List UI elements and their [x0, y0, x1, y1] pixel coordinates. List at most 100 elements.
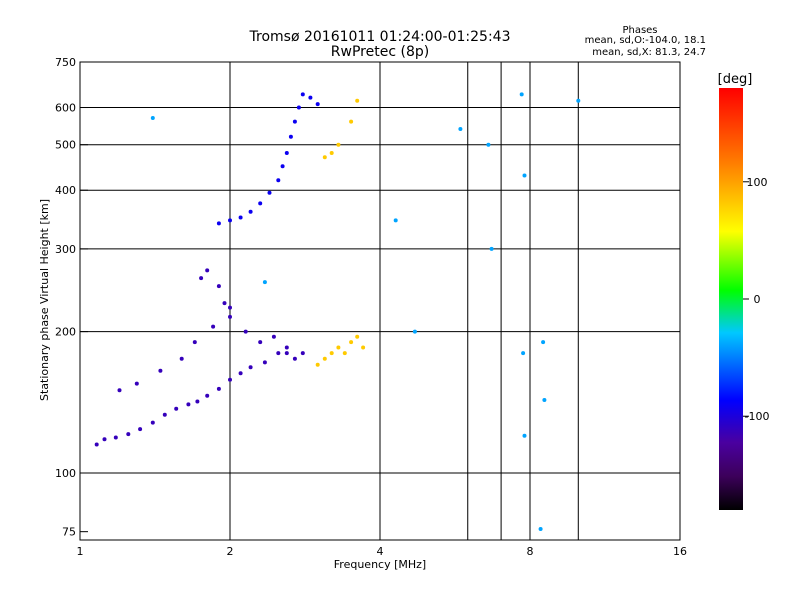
data-point [258, 201, 263, 206]
data-point [292, 119, 297, 124]
data-point [228, 305, 232, 310]
data-point [329, 151, 334, 155]
axis-ticks: 1 2 4 8 16 75 100 200 300 400 500 600 750 [55, 56, 687, 558]
data-point [284, 351, 289, 356]
data-point [361, 345, 366, 350]
series [315, 98, 366, 367]
data-point [300, 351, 305, 356]
data-point [300, 92, 305, 97]
data-point [138, 427, 143, 432]
data-point [393, 218, 398, 223]
data-point [248, 365, 253, 370]
data-point [521, 351, 526, 356]
y-tick-label: 100 [55, 467, 76, 480]
data-point [329, 351, 334, 356]
data-point [113, 435, 118, 440]
data-point [458, 127, 463, 131]
x-tick-label: 1 [77, 545, 84, 558]
data-point [195, 399, 200, 404]
data-point [102, 437, 107, 442]
series [150, 92, 581, 531]
x-tick-label: 4 [377, 545, 384, 558]
data-point [216, 284, 221, 289]
x-tick-label: 16 [673, 545, 687, 558]
data-point [228, 314, 232, 319]
data-point [205, 268, 210, 273]
data-point [322, 155, 327, 160]
data-point [162, 412, 167, 417]
data-point [276, 178, 281, 183]
data-point [336, 345, 341, 350]
data-point [284, 345, 289, 350]
colorbar-ticks: 100 0 -100 [743, 176, 769, 423]
data-point [412, 329, 417, 334]
data-point [222, 301, 227, 306]
data-point [284, 151, 289, 155]
data-point [248, 209, 253, 214]
data-point [489, 246, 494, 251]
colorbar-tick-label: 0 [754, 293, 761, 306]
legend-line-o: mean, sd,O:-104.0, 18.1 [585, 35, 706, 46]
data-points [94, 92, 581, 531]
y-tick-label: 300 [55, 243, 76, 256]
series [94, 268, 305, 447]
x-axis-label: Frequency [MHz] [334, 558, 426, 571]
data-point [216, 221, 221, 226]
data-point [126, 432, 131, 437]
data-point [336, 142, 341, 147]
data-point [117, 388, 122, 393]
data-point [271, 334, 276, 339]
y-tick-label: 750 [55, 56, 76, 69]
data-point [355, 334, 360, 339]
data-point [228, 218, 232, 223]
data-point [186, 402, 191, 407]
data-point [262, 360, 267, 365]
data-point [238, 215, 243, 220]
x-tick-label: 2 [227, 545, 234, 558]
chart-subtitle: RwPretec (8p) [331, 44, 429, 60]
data-point [542, 398, 547, 402]
data-point [296, 105, 301, 110]
data-point [150, 116, 155, 120]
grid [80, 62, 680, 540]
data-point [238, 371, 243, 376]
data-point [342, 351, 347, 356]
legend-title: Phases [622, 25, 657, 36]
data-point [355, 98, 360, 103]
data-point [541, 340, 546, 345]
data-point [522, 173, 527, 178]
data-point [228, 377, 232, 382]
data-point [258, 340, 263, 345]
y-tick-label: 200 [55, 326, 76, 339]
colorbar-tick-label: -100 [745, 410, 770, 423]
data-point [134, 381, 139, 386]
data-point [174, 406, 179, 411]
data-point [205, 393, 210, 398]
data-point [150, 420, 155, 425]
data-point [486, 142, 491, 147]
data-point [349, 119, 354, 124]
y-tick-label: 75 [62, 526, 76, 539]
data-point [315, 102, 320, 107]
data-point [315, 362, 320, 367]
data-point [216, 386, 221, 391]
legend-line-x: mean, sd,X: 81.3, 24.7 [592, 47, 706, 58]
data-point [276, 351, 281, 356]
data-point [308, 95, 313, 100]
data-point [179, 356, 184, 361]
data-point [94, 442, 99, 447]
data-point [292, 356, 297, 361]
data-point [267, 190, 272, 195]
data-point [211, 324, 216, 329]
data-point [522, 433, 527, 438]
chart-title: Tromsø 20161011 01:24:00-01:25:43 [249, 29, 511, 45]
y-axis-label: Stationary phase Virtual Height [km] [38, 199, 51, 401]
series [216, 92, 320, 226]
data-point [158, 368, 163, 373]
data-point [199, 276, 204, 281]
colorbar-label: [deg] [718, 72, 753, 87]
data-point [192, 340, 197, 345]
y-tick-label: 600 [55, 102, 76, 115]
data-point [519, 92, 524, 97]
